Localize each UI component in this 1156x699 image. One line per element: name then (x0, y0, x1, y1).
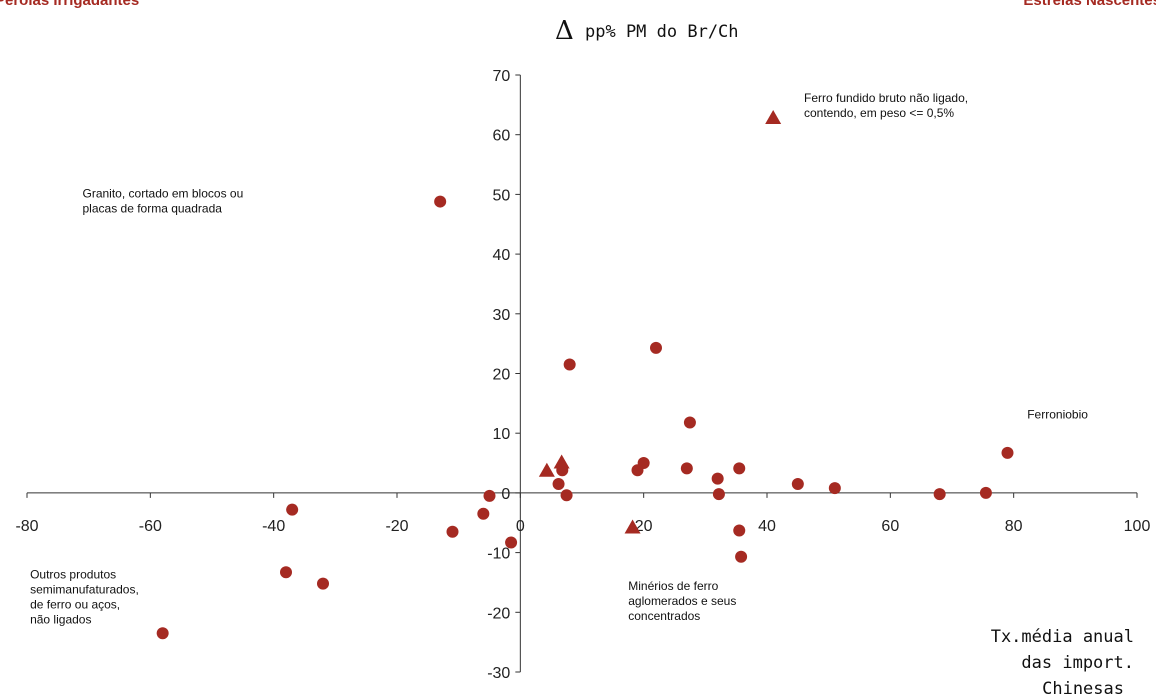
data-point-circle (979, 486, 992, 499)
data-point-circle (434, 195, 447, 208)
annotation-ferroniobio: Ferroniobio (1027, 407, 1088, 421)
annotation-line: placas de forma quadrada (83, 201, 223, 215)
annotation-line: Granito, cortado em blocos ou (83, 186, 244, 200)
x-tick-label: -80 (15, 518, 38, 535)
x-tick-label: 0 (516, 518, 525, 535)
data-point-triangle (538, 462, 555, 477)
x-tick-label: -60 (139, 518, 162, 535)
annotation-line: Ferroniobio (1027, 407, 1088, 421)
x-tick-label: 60 (881, 518, 899, 535)
data-point-circle (680, 462, 693, 475)
x-tick-label: 80 (1005, 518, 1023, 535)
data-point-circle (712, 488, 725, 501)
annotation-line: concentrados (628, 609, 700, 623)
y-tick-label: 30 (493, 307, 511, 324)
data-point-circle (733, 524, 746, 537)
y-ticks: -30 -20 -10 0 10 20 30 40 50 60 70 (487, 68, 521, 682)
y-axis-title: Δ pp% PM do Br/Ch (555, 16, 739, 46)
data-point-circle (1001, 446, 1014, 459)
corner-label-left: Pérolas Irrigadantes (0, 0, 139, 9)
data-point-circle (733, 462, 746, 475)
data-point-circle (286, 503, 299, 516)
annotation-outros: Outros produtos semimanufaturados, de ferr… (30, 567, 139, 626)
x-tick-label: 100 (1124, 518, 1151, 535)
y-tick-label: 70 (493, 68, 511, 85)
x-tick-label: -40 (262, 518, 285, 535)
x-tick-label: 20 (635, 518, 653, 535)
annotation-line: Ferro fundido bruto não ligado, (804, 91, 968, 105)
annotation-line: não ligados (30, 612, 91, 626)
annotations: Ferro fundido bruto não ligado, contendo,… (30, 91, 1088, 626)
x-tick-label: 40 (758, 518, 776, 535)
data-point-circle (828, 482, 841, 495)
data-point-circle (735, 550, 748, 563)
data-point-circle (446, 525, 459, 538)
x-axis-label-line-3: Chinesas (1042, 679, 1124, 699)
data-point-circle (483, 489, 496, 502)
y-tick-label: -10 (487, 546, 510, 563)
annotation-line: de ferro ou aços, (30, 597, 120, 611)
corner-label-right: Estrelas Nascentes (1023, 0, 1156, 9)
data-point-circle (563, 358, 576, 371)
data-points (156, 109, 1014, 640)
data-point-circle (933, 488, 946, 501)
annotation-line: aglomerados e seus (628, 594, 736, 608)
x-axis-label-line-2: das import. (1021, 653, 1134, 673)
y-tick-label: 20 (493, 367, 511, 384)
y-tick-label: 60 (493, 128, 511, 145)
annotation-line: Minérios de ferro (628, 579, 718, 593)
annotation-line: contendo, em peso <= 0,5% (804, 106, 954, 120)
annotation-line: Outros produtos (30, 567, 116, 581)
data-point-circle (505, 536, 518, 549)
data-point-circle (552, 477, 565, 490)
y-tick-label: 10 (493, 426, 511, 443)
y-tick-label: 50 (493, 187, 511, 204)
data-point-circle (477, 507, 490, 520)
data-point-circle (317, 577, 329, 590)
annotation-granito: Granito, cortado em blocos ou placas de f… (83, 186, 244, 215)
data-point-circle (683, 416, 696, 429)
data-point-triangle (765, 109, 782, 124)
y-tick-label: -30 (487, 665, 510, 682)
y-tick-label: -20 (487, 605, 510, 622)
x-axis-label-line-1: Tx.média anual (991, 627, 1134, 647)
data-point-circle (280, 566, 292, 579)
y-tick-label: 0 (501, 486, 510, 503)
data-point-triangle (624, 519, 641, 534)
axes (27, 75, 1137, 672)
annotation-ferro-fundido: Ferro fundido bruto não ligado, contendo,… (804, 91, 968, 120)
data-point-circle (791, 477, 804, 490)
data-point-triangle (553, 454, 570, 469)
x-axis-title: Tx.média anual das import. Chinesas (991, 627, 1134, 699)
x-ticks: -80 -60 -40 -20 0 20 40 60 80 100 (15, 492, 1151, 535)
delta-symbol: Δ (555, 16, 574, 46)
data-point-circle (711, 472, 724, 485)
data-point-circle (560, 489, 573, 502)
y-axis-label: pp% PM do Br/Ch (585, 22, 739, 42)
x-tick-label: -20 (385, 518, 408, 535)
data-point-circle (650, 341, 662, 354)
data-point-circle (631, 464, 644, 477)
data-point-circle (156, 627, 169, 640)
annotation-line: semimanufaturados, (30, 582, 139, 596)
annotation-minerios: Minérios de ferro aglomerados e seus conce… (628, 579, 736, 623)
y-tick-label: 40 (493, 247, 511, 264)
